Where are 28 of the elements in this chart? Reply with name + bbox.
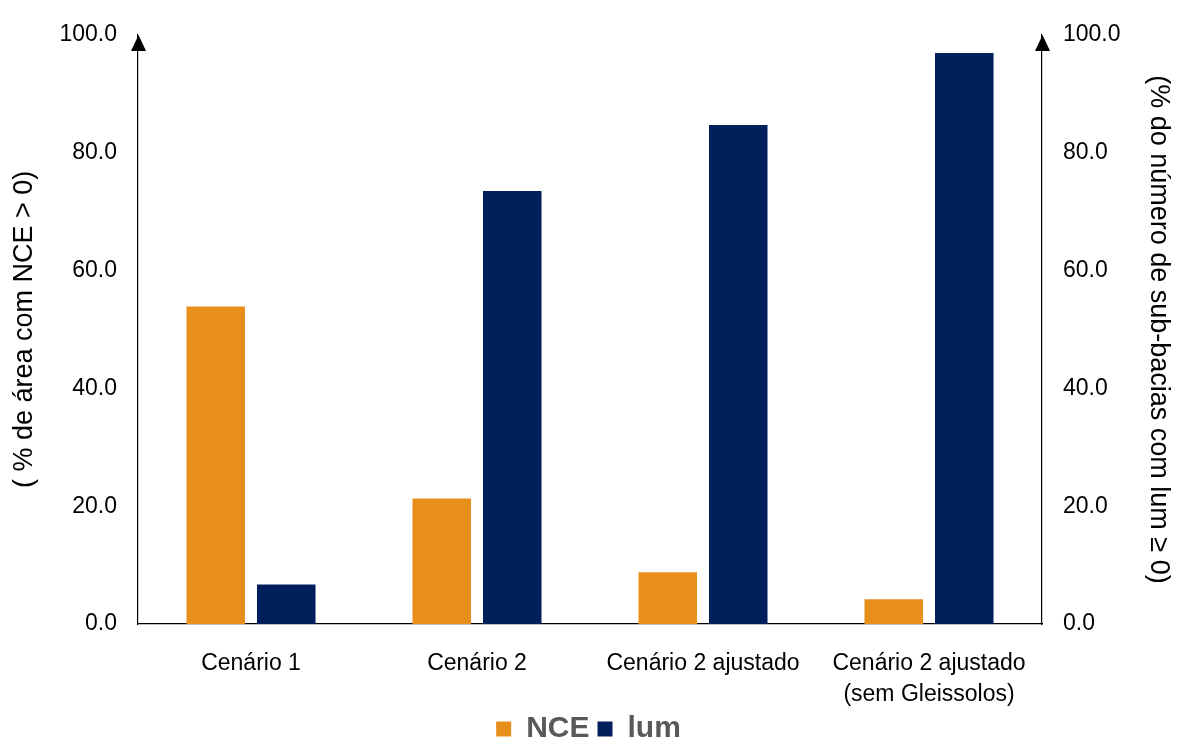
bar [482,190,542,624]
bar [256,584,316,624]
y-tick-label: 60.0 [72,255,117,282]
x-tick-label: Cenário 2 [427,648,527,675]
x-tick-label: Cenário 2 ajustado [606,648,800,675]
y-tick-label: 20.0 [72,491,117,518]
bar [638,572,698,624]
y2-tick-label: 60.0 [1063,255,1108,282]
legend-label: NCE [526,710,590,744]
legend-label: lum [627,710,681,744]
x-tick-label: Cenário 1 [201,648,301,675]
y-tick-label: 0.0 [85,609,117,636]
y-tick-label: 80.0 [72,137,117,164]
y-tick-label: 100.0 [59,20,117,47]
bar [934,53,994,624]
y-axis-title: ( % de área com NCE > 0) [7,170,38,489]
y2-tick-label: 20.0 [1063,491,1108,518]
bar [708,124,768,624]
y2-tick-label: 40.0 [1063,373,1108,400]
bar [186,306,246,624]
bar [412,498,472,624]
y2-tick-label: 0.0 [1063,609,1095,636]
bar [864,599,924,624]
y-tick-label: 40.0 [72,373,117,400]
x-tick-label: Cenário 2 ajustado (sem Gleissolos) [832,648,1026,706]
y2-tick-label: 100.0 [1063,20,1121,47]
y2-tick-label: 80.0 [1063,137,1108,164]
y2-axis-title: (% do número de sub-bacias com lum ≥ 0) [1145,75,1176,584]
